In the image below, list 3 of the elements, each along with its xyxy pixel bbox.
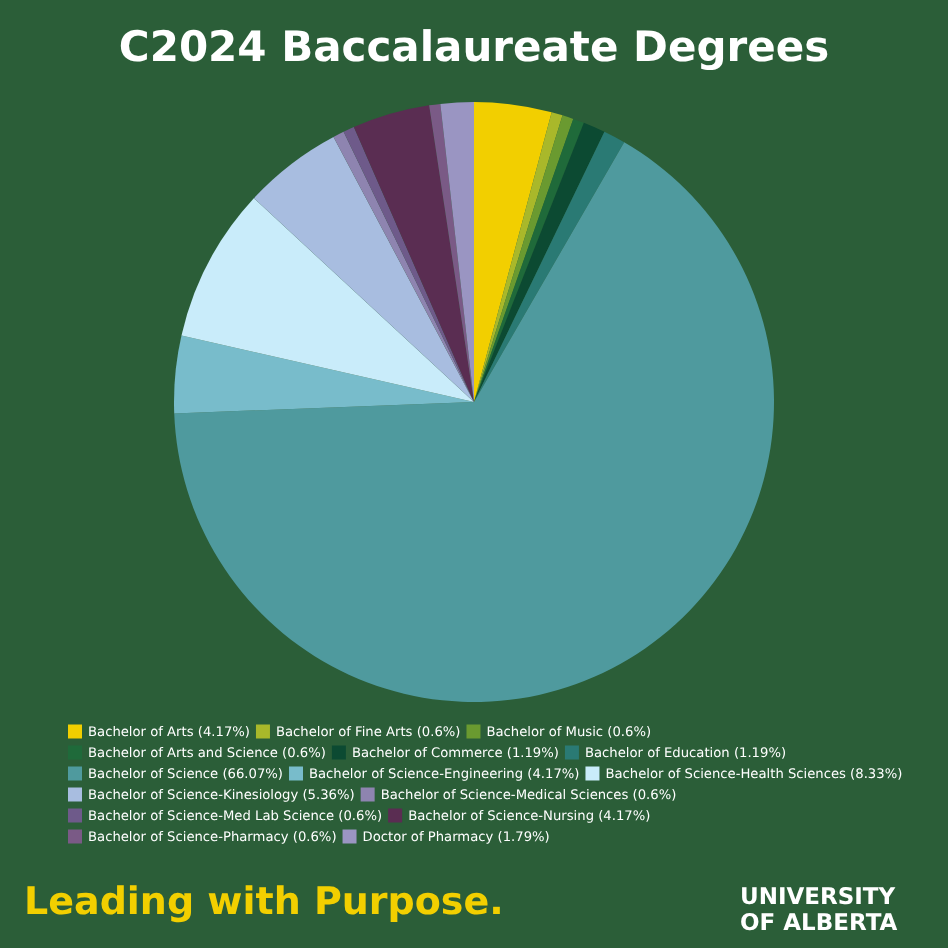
text: Leading with Purpose. [24,880,504,924]
chart-title: C2024 Baccalaureate Degrees [118,23,830,71]
text: UNIVERSITY OF ALBERTA [740,882,900,936]
